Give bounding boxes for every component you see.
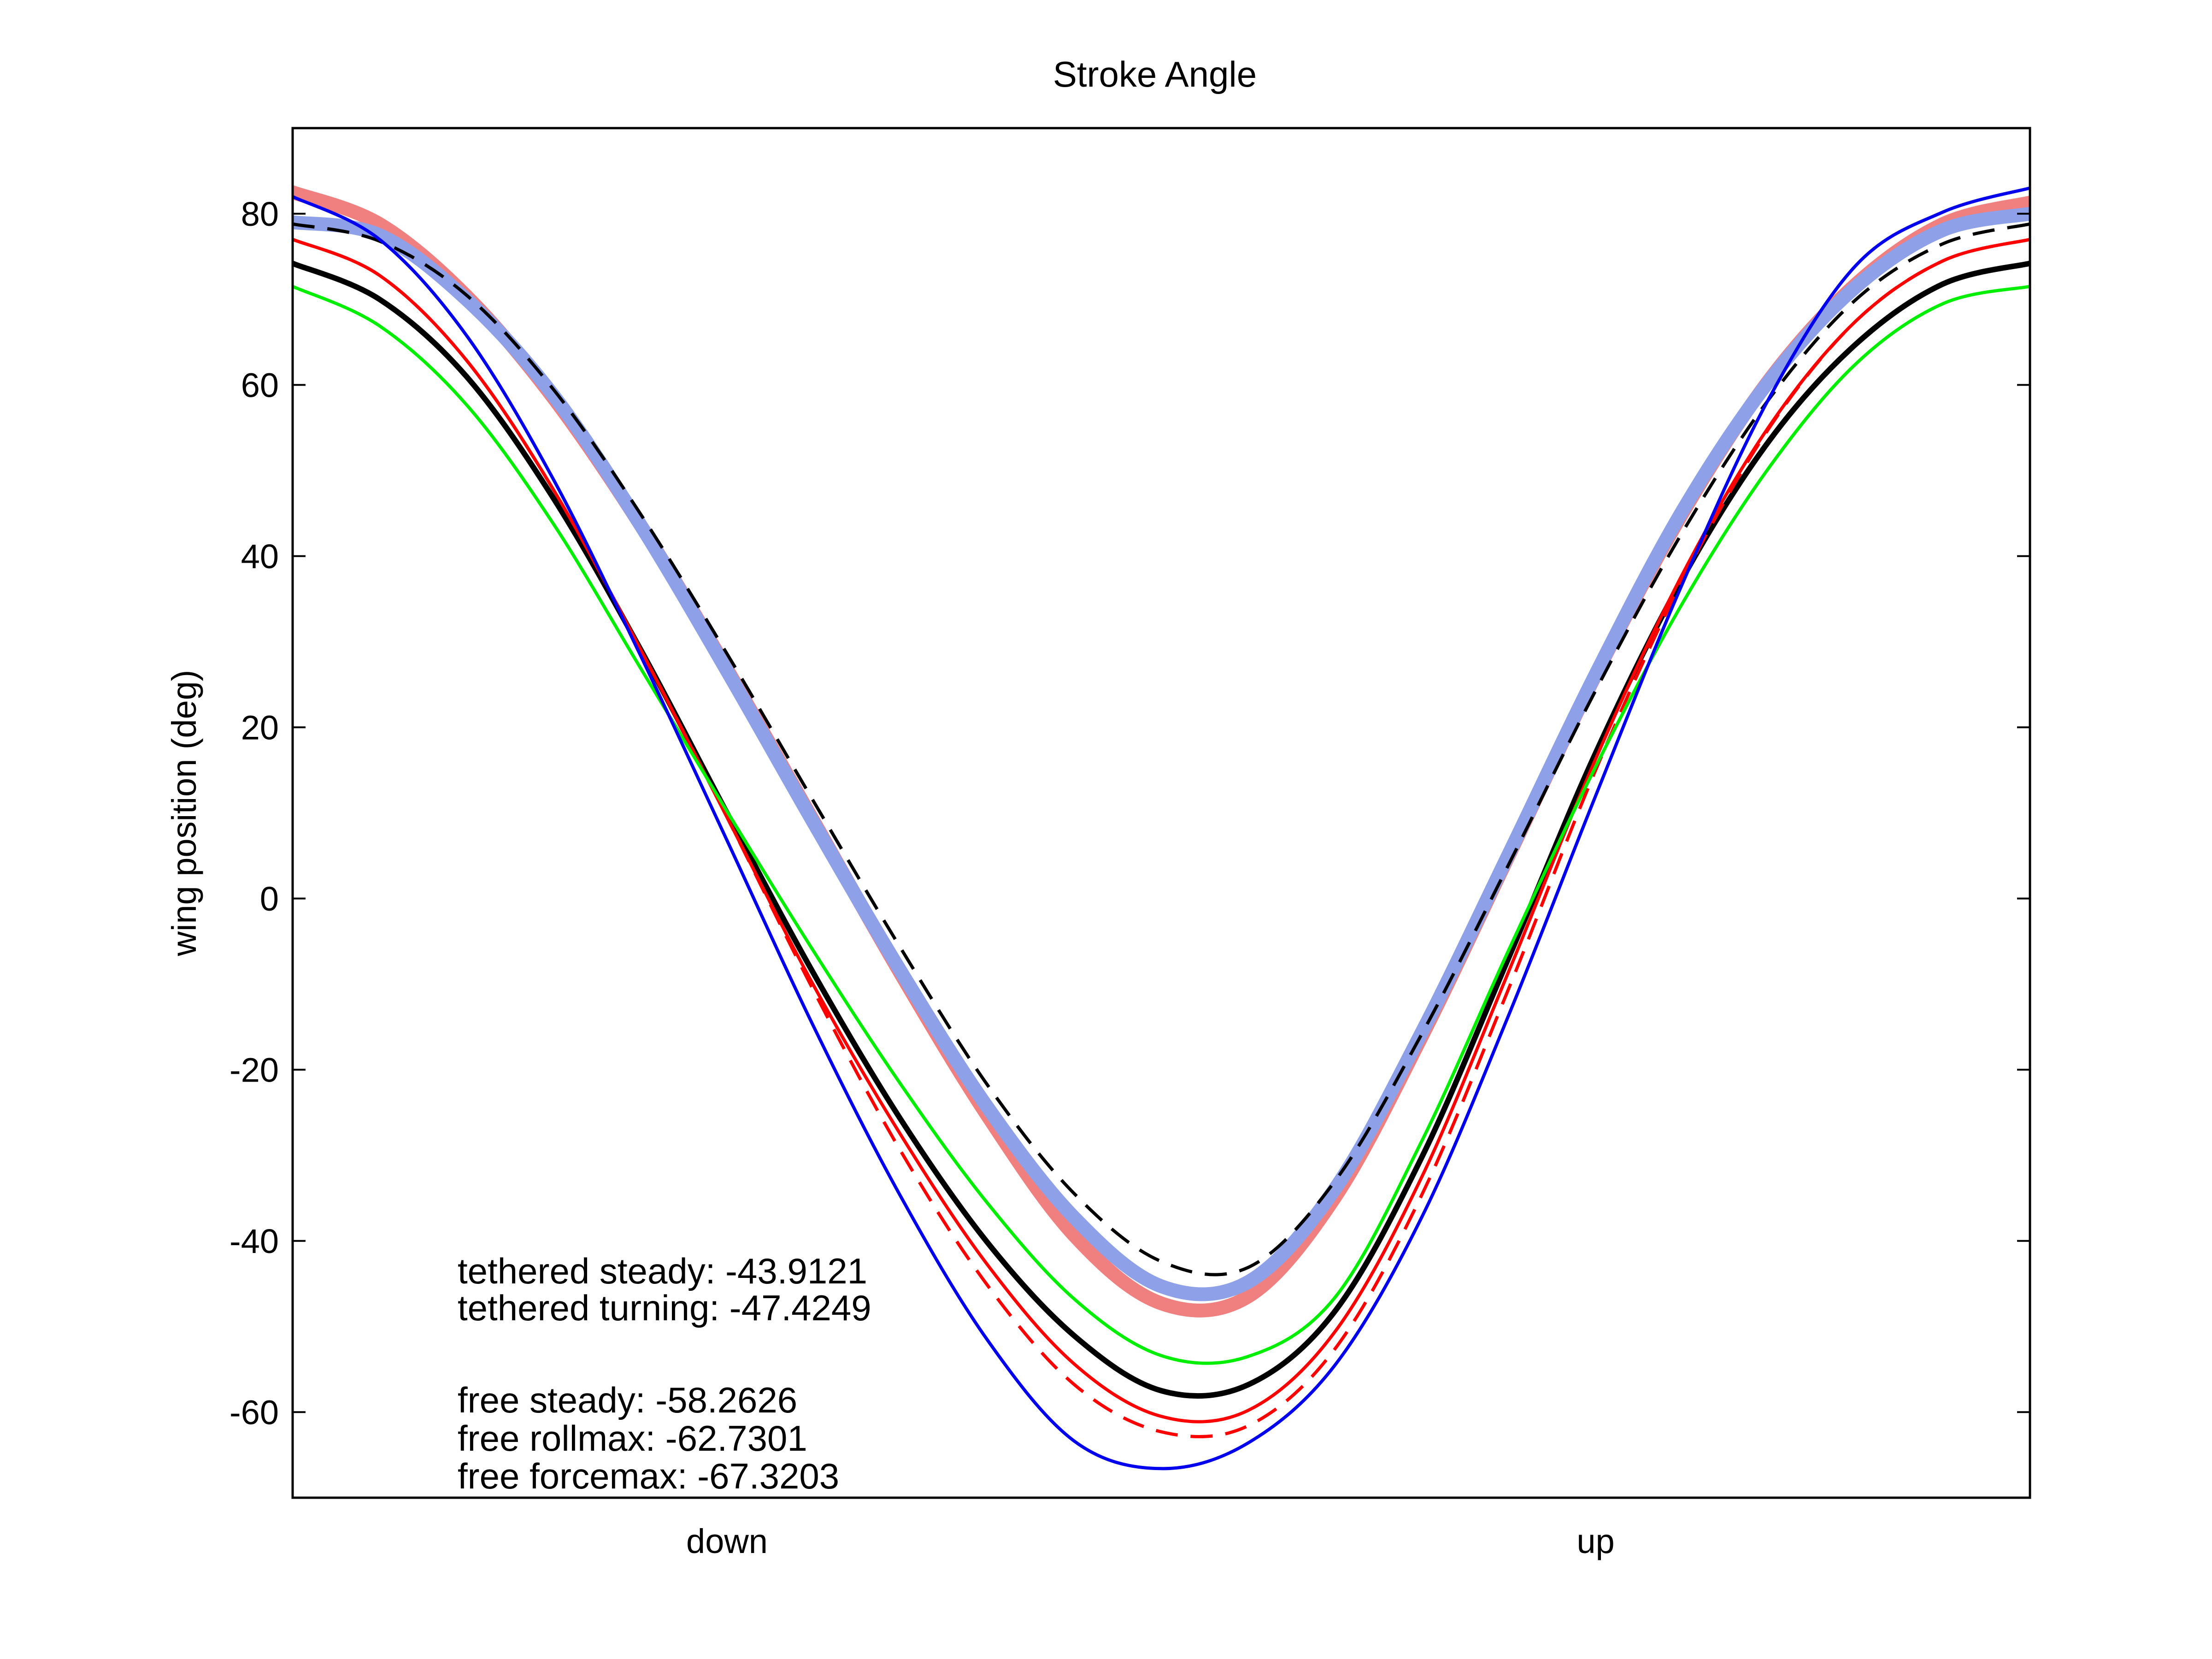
series-line-2 xyxy=(293,206,2030,1301)
x-tick-label-down: down xyxy=(686,1522,768,1560)
y-tick-label: 20 xyxy=(241,708,279,747)
x-tick-label-up: up xyxy=(1577,1522,1614,1560)
chart-title: Stroke Angle xyxy=(1053,54,1257,94)
annotation-free-forcemax: free forcemax: -67.3203 xyxy=(458,1456,839,1496)
annotation-free-steady: free steady: -58.2626 xyxy=(458,1380,797,1420)
series-layer xyxy=(293,185,2030,1471)
series-line-8 xyxy=(293,186,2030,1471)
y-tick-label: -60 xyxy=(229,1393,279,1431)
y-axis-label: wing position (deg) xyxy=(165,670,203,956)
series-line-3 xyxy=(293,222,2030,1277)
y-tick-label: 40 xyxy=(241,537,279,576)
y-tick-label: 80 xyxy=(241,195,279,233)
series-line-4 xyxy=(293,260,2030,1399)
annotation-tethered-steady: tethered steady: -43.9121 xyxy=(458,1251,867,1291)
y-tick-label: -40 xyxy=(229,1222,279,1260)
series-line-7 xyxy=(293,285,2030,1365)
annotation-free-rollmax: free rollmax: -62.7301 xyxy=(458,1418,807,1459)
y-axis: -60 -40 -20 0 20 40 60 80 xyxy=(229,195,2030,1431)
plot-frame xyxy=(291,127,2031,1499)
annotations: tethered steady: -43.9121 tethered turni… xyxy=(458,1251,871,1496)
x-axis: down up xyxy=(686,1522,1615,1560)
y-tick-label: 0 xyxy=(260,880,279,918)
y-tick-label: -20 xyxy=(229,1051,279,1089)
annotation-tethered-turning: tethered turning: -47.4249 xyxy=(458,1288,871,1328)
y-tick-label: 60 xyxy=(241,366,279,404)
